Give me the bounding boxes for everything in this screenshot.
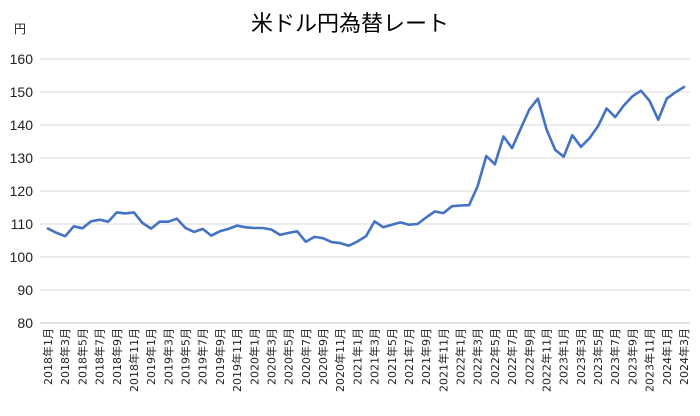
x-tick-label: 2023年9月 xyxy=(625,328,639,385)
x-tick-label: 2019年11月 xyxy=(230,328,244,392)
y-tick-label: 90 xyxy=(17,282,33,298)
x-tick-label: 2024年1月 xyxy=(660,328,674,385)
series-line xyxy=(46,85,686,248)
x-tick-label: 2019年3月 xyxy=(161,328,175,385)
x-tick-label: 2021年9月 xyxy=(419,328,433,385)
x-tick-label: 2020年5月 xyxy=(282,328,296,385)
x-tick-label: 2020年3月 xyxy=(264,328,278,385)
y-axis-ticks: 80 90 100 110 120 130 140 150 160 xyxy=(10,51,34,331)
y-tick-label: 80 xyxy=(17,315,33,331)
x-tick-label: 2023年5月 xyxy=(591,328,605,385)
x-tick-label: 2022年1月 xyxy=(454,328,468,385)
y-tick-label: 130 xyxy=(10,150,34,166)
x-tick-label: 2019年7月 xyxy=(196,328,210,385)
x-tick-label: 2020年7月 xyxy=(299,328,313,385)
x-tick-label: 2022年5月 xyxy=(488,328,502,385)
x-tick-label: 2021年11月 xyxy=(436,328,450,392)
chart-title: 米ドル円為替レート xyxy=(251,12,449,37)
x-tick-label: 2023年1月 xyxy=(557,328,571,385)
x-tick-label: 2023年11月 xyxy=(643,328,657,392)
x-axis-ticks: 2018年1月 2018年3月 2018年5月 2018年7月 2018年9月 2018年… xyxy=(41,328,691,392)
y-tick-label: 160 xyxy=(10,51,34,67)
y-tick-label: 120 xyxy=(10,183,34,199)
x-tick-label: 2019年1月 xyxy=(144,328,158,385)
x-tick-label: 2021年1月 xyxy=(350,328,364,385)
x-tick-label: 2022年9月 xyxy=(522,328,536,385)
x-tick-label: 2020年1月 xyxy=(247,328,261,385)
x-tick-label: 2021年5月 xyxy=(385,328,399,385)
x-tick-label: 2018年3月 xyxy=(58,328,72,385)
series-line-group xyxy=(46,85,686,248)
x-tick-label: 2022年7月 xyxy=(505,328,519,385)
x-tick-label: 2022年11月 xyxy=(539,328,553,392)
y-tick-label: 100 xyxy=(10,249,34,265)
x-tick-label: 2018年1月 xyxy=(41,328,55,385)
y-axis-unit-label: 円 xyxy=(14,22,26,36)
x-tick-label: 2019年5月 xyxy=(179,328,193,385)
x-tick-label: 2019年9月 xyxy=(213,328,227,385)
x-tick-label: 2021年3月 xyxy=(368,328,382,385)
x-tick-label: 2021年7月 xyxy=(402,328,416,385)
gridlines xyxy=(40,58,690,324)
x-tick-label: 2018年11月 xyxy=(127,328,141,392)
y-tick-label: 110 xyxy=(11,216,34,232)
x-tick-label: 2018年5月 xyxy=(75,328,89,385)
x-tick-label: 2022年3月 xyxy=(471,328,485,385)
x-tick-label: 2020年9月 xyxy=(316,328,330,385)
y-tick-label: 150 xyxy=(10,84,34,100)
x-tick-label: 2024年3月 xyxy=(677,328,691,385)
x-tick-label: 2023年7月 xyxy=(608,328,622,385)
x-tick-label: 2020年11月 xyxy=(333,328,347,392)
y-tick-label: 140 xyxy=(10,117,34,133)
x-tick-label: 2023年3月 xyxy=(574,328,588,385)
x-tick-label: 2018年7月 xyxy=(93,328,107,385)
x-tick-label: 2018年9月 xyxy=(110,328,124,385)
